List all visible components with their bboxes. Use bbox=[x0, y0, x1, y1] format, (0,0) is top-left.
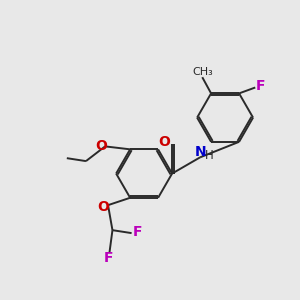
Text: O: O bbox=[158, 135, 170, 149]
Text: F: F bbox=[256, 79, 265, 93]
Text: H: H bbox=[205, 149, 214, 162]
Text: N: N bbox=[195, 146, 207, 159]
Text: F: F bbox=[133, 225, 142, 238]
Text: CH₃: CH₃ bbox=[192, 67, 213, 77]
Text: F: F bbox=[103, 251, 113, 265]
Text: O: O bbox=[98, 200, 109, 214]
Text: O: O bbox=[96, 140, 107, 153]
